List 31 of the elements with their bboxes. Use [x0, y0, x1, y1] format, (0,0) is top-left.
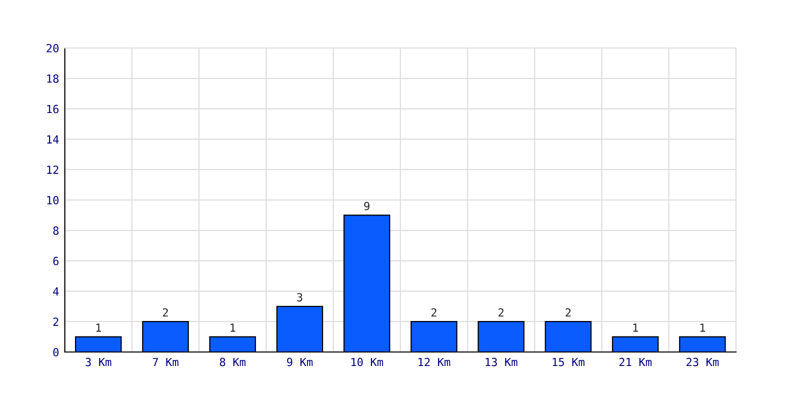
y-tick-label: 14: [47, 135, 59, 144]
data-label: 1: [230, 324, 236, 332]
x-tick-label: 23 Km: [686, 358, 719, 366]
y-tick-label: 12: [47, 166, 58, 174]
data-label: 9: [364, 202, 370, 210]
y-tick-label: 18: [47, 74, 59, 83]
data-label: 1: [700, 324, 706, 332]
x-tick-label: 12 Km: [418, 358, 450, 366]
x-tick-label: 3 Km: [86, 358, 112, 366]
data-label: 2: [162, 308, 168, 317]
x-tick-label: 10 Km: [351, 358, 384, 366]
y-tick-label: 4: [53, 287, 59, 296]
x-tick-label: 8 Km: [220, 358, 246, 366]
y-tick-label: 6: [53, 256, 59, 266]
data-label: 2: [431, 308, 436, 317]
y-tick-label: 0: [53, 348, 59, 356]
y-tick-label: 10: [47, 196, 59, 204]
x-tick-label: 13 Km: [486, 358, 518, 366]
y-tick-label: 8: [53, 226, 59, 235]
data-label: 3: [297, 293, 302, 302]
y-tick-label: 2: [53, 318, 58, 326]
y-tick-label: 20: [46, 44, 59, 52]
x-tick-label: 7 Km: [152, 358, 178, 366]
x-tick-label: 15 Km: [552, 358, 584, 366]
data-label: 1: [96, 324, 101, 332]
y-tick-label: 16: [47, 104, 59, 114]
data-label: 2: [498, 308, 504, 317]
x-tick-label: 9 Km: [287, 358, 313, 366]
data-label: 2: [566, 308, 571, 317]
x-tick-label: 21 Km: [619, 358, 652, 366]
data-label: 1: [633, 324, 638, 332]
